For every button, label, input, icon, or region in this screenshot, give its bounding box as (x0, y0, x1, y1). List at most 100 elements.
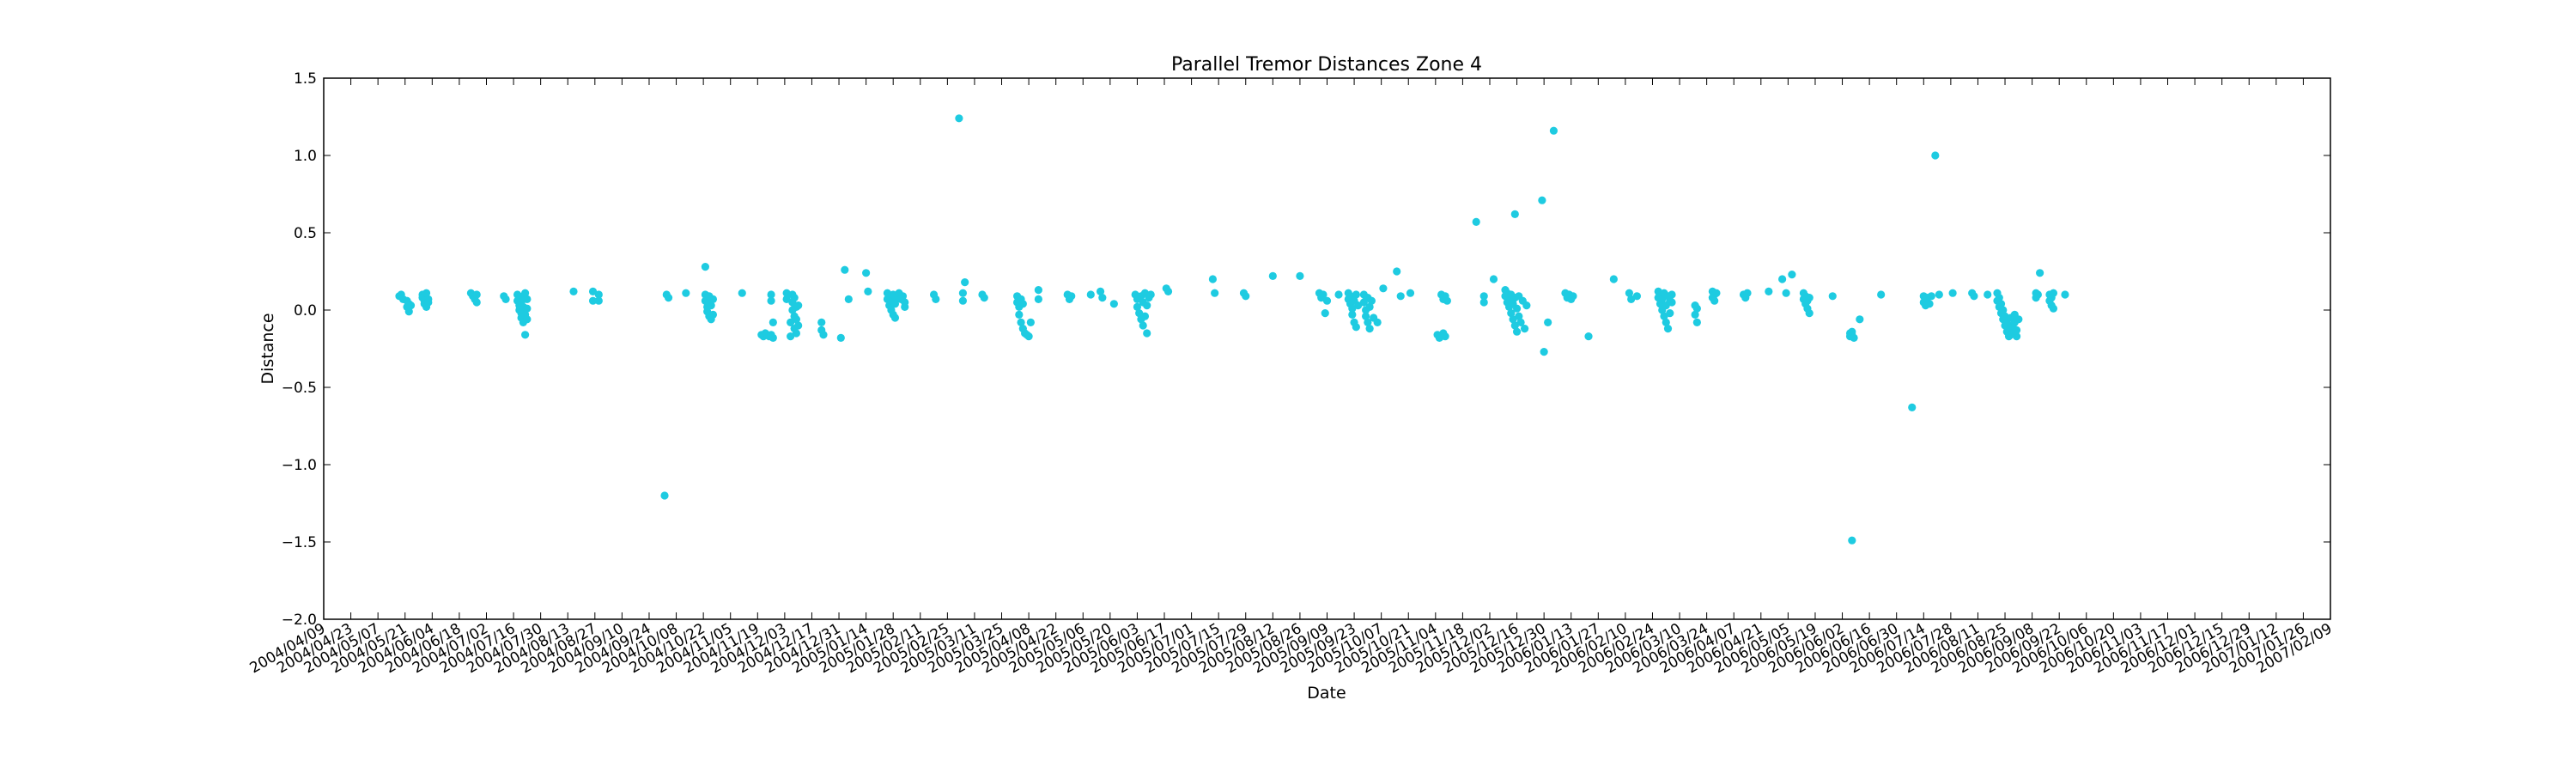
data-point (1538, 196, 1546, 204)
data-point (1850, 333, 1858, 342)
data-point (523, 315, 532, 324)
data-point (1443, 296, 1451, 305)
data-point (1373, 318, 1382, 326)
data-point (844, 295, 853, 303)
data-point (1848, 327, 1856, 336)
data-point (2049, 289, 2058, 297)
data-point (1908, 403, 1917, 411)
data-point (588, 287, 598, 295)
data-point (961, 278, 969, 287)
data-point (1512, 327, 1522, 336)
data-point (472, 298, 481, 307)
data-point (1668, 290, 1676, 299)
data-point (1856, 315, 1864, 324)
data-point (1627, 295, 1636, 303)
data-point (1034, 295, 1042, 303)
data-point (1507, 309, 1516, 318)
data-point (1322, 296, 1332, 305)
data-point (1348, 304, 1357, 313)
data-point (1609, 275, 1618, 283)
y-axis-title: Distance (258, 313, 277, 384)
data-point (1877, 290, 1886, 299)
data-point (1352, 323, 1360, 332)
data-point (958, 289, 968, 297)
data-point (1510, 210, 1519, 218)
data-point (790, 294, 799, 302)
data-point (1367, 296, 1376, 305)
data-point (1479, 292, 1488, 301)
data-point (594, 290, 603, 299)
data-point (862, 269, 871, 277)
data-point (1348, 310, 1357, 319)
data-point (2014, 315, 2023, 324)
data-point (1632, 292, 1642, 301)
data-point (1544, 318, 1552, 326)
data-point (708, 310, 718, 319)
data-point (817, 318, 826, 326)
data-point (1353, 301, 1363, 310)
data-point (1379, 284, 1388, 293)
data-point (588, 296, 598, 305)
data-point (1970, 292, 1978, 301)
data-point (841, 265, 849, 274)
data-point (1268, 271, 1277, 280)
y-tick-label: 0.0 (294, 302, 317, 320)
x-axis-title: Date (1307, 684, 1346, 703)
y-tick-label: −1.5 (282, 534, 317, 551)
data-point (1441, 332, 1449, 341)
y-axis: 1.5 1.0 0.5 0.0 −0.5 −1.0 −1.5 −2.0 (282, 70, 2330, 629)
data-point (1712, 289, 1721, 297)
data-point (1362, 312, 1370, 320)
y-tick-label: 1.5 (294, 70, 317, 88)
data-point (1666, 309, 1674, 318)
data-point (2036, 269, 2044, 277)
data-point (1510, 321, 1519, 330)
y-tick-label: −2.0 (282, 612, 317, 629)
data-point (1086, 290, 1095, 299)
data-point (1364, 318, 1372, 326)
data-point (1995, 294, 2003, 302)
data-point (792, 315, 801, 324)
data-point (1999, 306, 2008, 314)
data-point (898, 292, 908, 301)
data-point (1489, 275, 1498, 283)
data-point (594, 296, 603, 305)
data-point (769, 333, 777, 342)
data-point (1522, 301, 1531, 310)
data-point (424, 298, 433, 307)
data-point (1584, 332, 1593, 341)
data-point (1472, 217, 1480, 226)
data-point (1660, 312, 1668, 320)
data-point (1146, 290, 1155, 299)
data-point (794, 321, 803, 330)
data-point (932, 295, 940, 303)
data-point (792, 329, 801, 338)
data-point (1365, 302, 1374, 311)
data-point (1017, 318, 1025, 326)
data-point (521, 331, 530, 339)
data-point (1321, 309, 1329, 318)
data-point (1848, 536, 1856, 545)
data-point (767, 296, 775, 305)
data-point (708, 295, 718, 303)
data-point (1018, 300, 1027, 308)
data-point (738, 289, 746, 297)
data-point (1691, 310, 1699, 319)
data-point (1658, 295, 1667, 303)
data-point (1782, 289, 1790, 297)
data-point (1211, 289, 1219, 297)
data-point (1365, 325, 1374, 333)
data-point (1692, 304, 1701, 313)
data-point (1778, 275, 1787, 283)
data-point (1334, 290, 1343, 299)
data-point (794, 301, 803, 310)
data-point (406, 301, 416, 310)
chart-title: Parallel Tremor Distances Zone 4 (1171, 54, 1482, 76)
data-point (1034, 286, 1042, 295)
data-point (980, 294, 988, 302)
data-point (1710, 296, 1719, 305)
data-point (1515, 312, 1523, 320)
data-point (1931, 151, 1940, 160)
data-point (422, 289, 431, 297)
data-point (1743, 289, 1752, 297)
